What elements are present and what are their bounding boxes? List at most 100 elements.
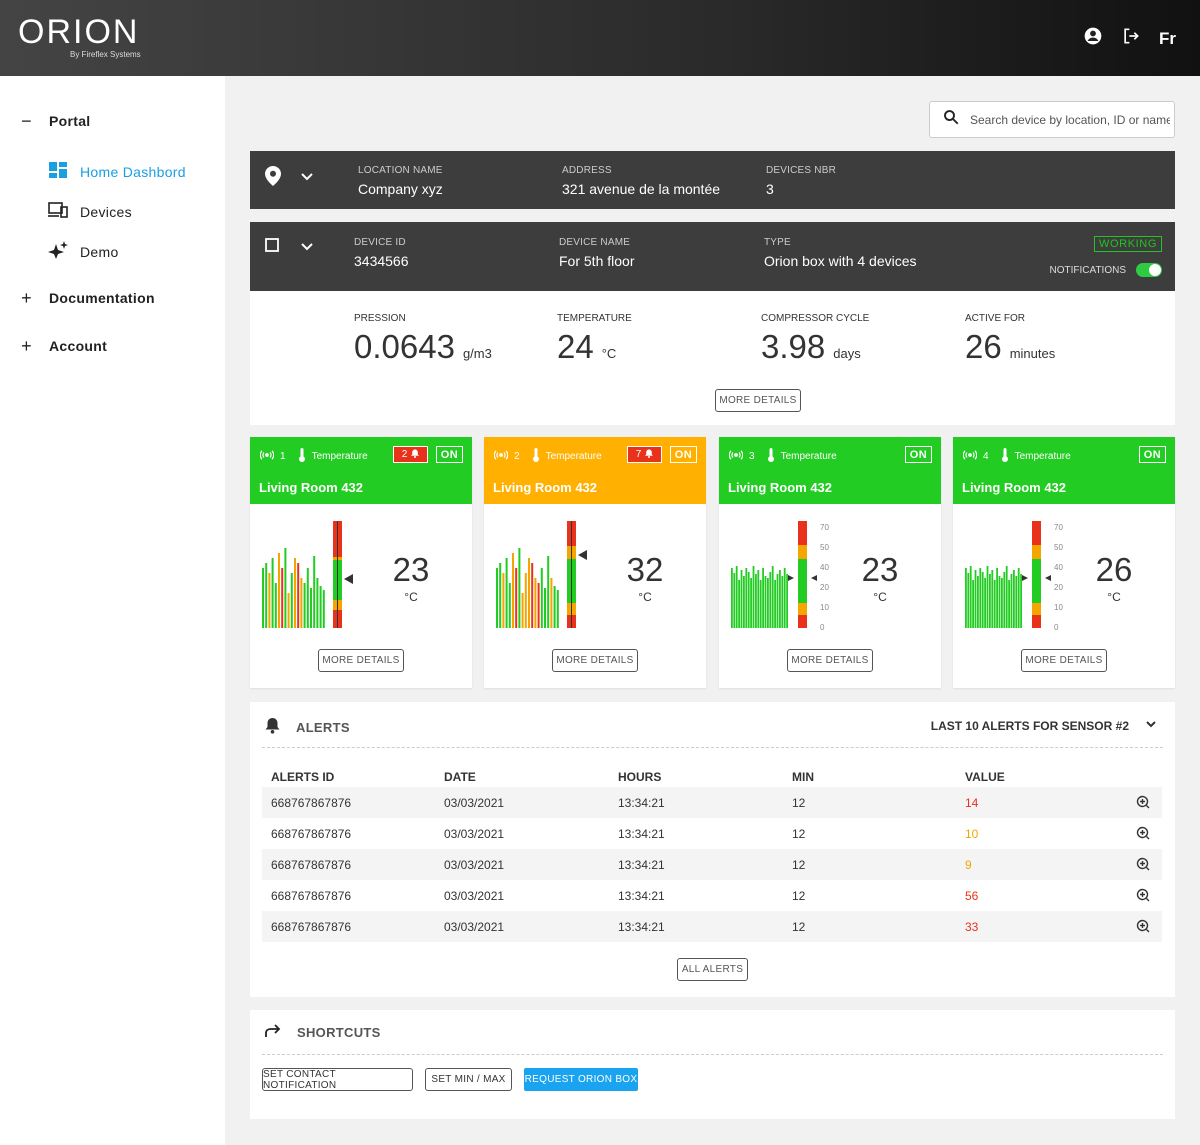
location-bar: LOCATION NAME Company xyz ADDRESS 321 av… <box>250 151 1175 209</box>
alert-value: 33 <box>965 920 979 934</box>
history-bar <box>738 580 740 628</box>
dashboard-icon <box>48 161 68 182</box>
history-bar <box>993 580 996 628</box>
history-bar <box>755 574 757 628</box>
history-bar <box>1015 576 1018 628</box>
history-bar <box>740 570 743 628</box>
sidebar-item-home-dashboard[interactable]: Home Dashbord <box>48 161 186 182</box>
request-orion-box-button[interactable]: REQUEST ORION BOX <box>524 1068 638 1091</box>
alert-count-badge[interactable]: 2 <box>393 446 428 463</box>
sensor-type: Temperature <box>545 451 602 462</box>
device-stats-panel: PRESSION 0.0643 g/m3 TEMPERATURE 24 °C COM… <box>250 291 1175 425</box>
stat-compressor-cycle: COMPRESSOR CYCLE 3.98 days <box>761 313 869 366</box>
logout-icon[interactable] <box>1121 26 1141 51</box>
zoom-in-icon[interactable] <box>1136 857 1150 874</box>
history-bar <box>979 568 982 628</box>
zoom-in-icon[interactable] <box>1136 888 1150 905</box>
sidebar-item-devices[interactable]: Devices <box>48 201 132 222</box>
sidebar-item-demo[interactable]: Demo <box>48 241 119 262</box>
sidebar-item-label: Devices <box>80 203 132 220</box>
stat-value: 0.0643 <box>354 328 455 365</box>
nav-section-portal[interactable]: − Portal <box>20 112 90 130</box>
nav-section-documentation[interactable]: + Documentation <box>20 289 155 307</box>
sensor-number: 2 <box>514 451 520 462</box>
history-bar <box>262 568 264 628</box>
alert-id: 668767867876 <box>271 889 352 903</box>
search-input[interactable] <box>970 112 1170 127</box>
more-details-button[interactable]: MORE DETAILS <box>787 649 873 672</box>
chevron-down-icon[interactable] <box>300 239 314 258</box>
more-details-button[interactable]: MORE DETAILS <box>318 649 404 672</box>
alert-hours: 13:34:21 <box>618 858 665 872</box>
sensor-value: 26 <box>1095 551 1133 588</box>
bell-icon <box>645 449 654 461</box>
history-bar <box>984 578 986 628</box>
history-bar <box>518 548 521 628</box>
zoom-in-icon[interactable] <box>1136 795 1150 812</box>
stat-pression: PRESSION 0.0643 g/m3 <box>354 313 492 366</box>
history-bar <box>515 568 518 628</box>
location-name-field: LOCATION NAME Company xyz <box>358 165 443 197</box>
redo-arrow-icon <box>264 1024 281 1041</box>
history-bar <box>310 588 312 628</box>
history-bar <box>300 578 303 628</box>
scale-ticks: 70 50 40 20 10 0 <box>1054 518 1063 638</box>
table-row: 668767867876 03/03/2021 13:34:21 12 56 <box>262 880 1162 911</box>
history-bar <box>769 572 772 628</box>
alert-date: 03/03/2021 <box>444 889 505 903</box>
alert-value: 14 <box>965 796 979 810</box>
language-toggle[interactable]: Fr <box>1159 28 1176 48</box>
checkbox[interactable] <box>265 238 279 257</box>
sidebar: − Portal Home Dashbord Devices Demo + Do… <box>0 76 225 1145</box>
history-bar <box>781 576 784 628</box>
scale-tick: 50 <box>1054 543 1063 552</box>
wireless-icon <box>962 450 978 463</box>
history-bar <box>977 576 979 628</box>
history-bar <box>735 566 738 628</box>
history-bar <box>281 568 284 628</box>
alerts-header: ALERTS <box>265 717 350 737</box>
alert-id: 668767867876 <box>271 827 352 841</box>
scale-tick: 20 <box>1054 583 1063 592</box>
alert-count-badge[interactable]: 7 <box>627 446 662 463</box>
zoom-in-icon[interactable] <box>1136 826 1150 843</box>
level-gauge <box>788 521 817 628</box>
all-alerts-button[interactable]: ALL ALERTS <box>677 958 748 981</box>
device-id-field: DEVICE ID 3434566 <box>354 237 409 269</box>
search-box[interactable] <box>929 101 1175 138</box>
history-bar <box>991 570 994 628</box>
alert-count: 2 <box>401 449 408 460</box>
table-row: 668767867876 03/03/2021 13:34:21 12 33 <box>262 911 1162 942</box>
nav-section-account[interactable]: + Account <box>20 337 107 355</box>
sensor-unit: °C <box>638 590 652 604</box>
scale-ticks: 70 50 40 20 10 0 <box>820 518 829 638</box>
set-min-max-button[interactable]: SET MIN / MAX <box>425 1068 512 1091</box>
history-bar <box>306 568 309 628</box>
sensor-card-header: 4 Temperature ON Living Room 432 <box>953 437 1175 504</box>
more-details-button[interactable]: MORE DETAILS <box>715 389 801 412</box>
table-row: 668767867876 03/03/2021 13:34:21 12 10 <box>262 818 1162 849</box>
set-contact-notification-button[interactable]: SET CONTACT NOTIFICATION <box>262 1068 413 1091</box>
history-bar <box>284 548 287 628</box>
sensor-card-header: 2 Temperature 7 ON Living Room 432 <box>484 437 706 504</box>
history-bar <box>556 590 559 628</box>
logo: ORION By Fireflex Systems <box>18 14 141 59</box>
history-bar <box>771 566 774 628</box>
shortcuts-header: SHORTCUTS <box>264 1024 381 1041</box>
history-bar <box>1008 580 1010 628</box>
chevron-down-icon[interactable] <box>300 169 314 188</box>
notifications-toggle[interactable] <box>1136 263 1162 277</box>
sensor-value: 32 <box>626 551 664 588</box>
history-bar <box>290 573 293 628</box>
more-details-button[interactable]: MORE DETAILS <box>1021 649 1107 672</box>
device-bar: DEVICE ID 3434566 DEVICE NAME For 5th fl… <box>250 222 1175 291</box>
account-circle-icon[interactable] <box>1083 26 1103 51</box>
sidebar-item-label: Demo <box>80 243 119 260</box>
zoom-in-icon[interactable] <box>1136 919 1150 936</box>
alerts-filter-dropdown[interactable]: LAST 10 ALERTS FOR SENSOR #2 <box>931 718 1157 733</box>
history-bar <box>967 573 970 628</box>
more-details-button[interactable]: MORE DETAILS <box>552 649 638 672</box>
history-bar <box>733 573 736 628</box>
alert-date: 03/03/2021 <box>444 827 505 841</box>
history-bar <box>521 593 524 628</box>
